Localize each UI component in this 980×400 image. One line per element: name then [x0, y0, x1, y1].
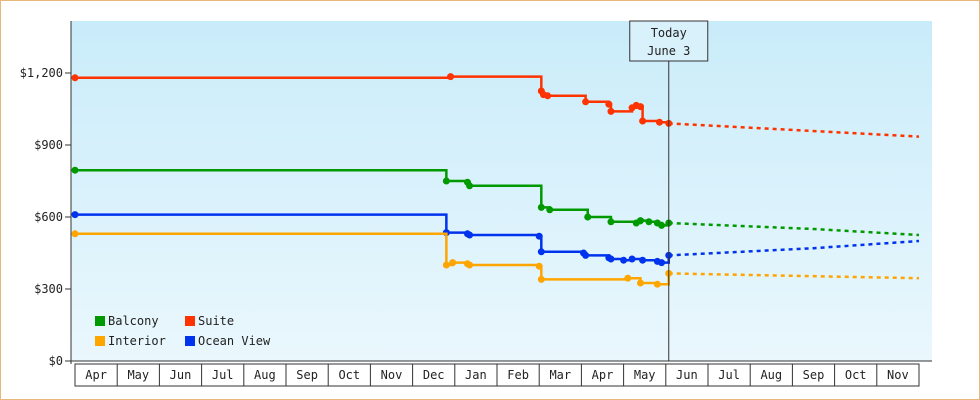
x-month-label: Dec	[423, 368, 445, 382]
series-lines	[71, 73, 920, 288]
x-month-label: Oct	[338, 368, 360, 382]
y-tick-label: $300	[34, 282, 63, 296]
y-tick-label: $900	[34, 138, 63, 152]
data-point[interactable]	[582, 251, 590, 259]
data-point[interactable]	[71, 74, 79, 82]
data-point[interactable]	[636, 103, 644, 111]
data-point[interactable]	[449, 259, 457, 267]
x-month-label: Apr	[592, 368, 614, 382]
data-point[interactable]	[653, 280, 661, 288]
x-month-label: May	[127, 368, 149, 382]
data-point[interactable]	[582, 98, 590, 106]
data-point[interactable]	[636, 217, 644, 225]
data-point[interactable]	[605, 100, 613, 108]
data-point[interactable]	[607, 107, 615, 115]
legend-swatch	[185, 316, 195, 326]
data-point[interactable]	[607, 255, 615, 263]
data-point[interactable]	[624, 274, 632, 282]
x-month-label: Nov	[381, 368, 403, 382]
x-month-label: Aug	[254, 368, 276, 382]
y-axis: $0 $300 $600 $900 $1,200	[20, 21, 72, 368]
x-month-label: Jun	[676, 368, 698, 382]
forecast-line-interior	[668, 272, 920, 280]
data-point[interactable]	[535, 262, 543, 270]
data-point[interactable]	[584, 213, 592, 221]
forecast-line-suite	[668, 122, 920, 138]
today-label-line1: Today	[651, 26, 687, 40]
today-box	[629, 20, 709, 62]
x-month-label: Sep	[296, 368, 318, 382]
x-month-label: Aug	[760, 368, 782, 382]
today-marker: Today June 3	[629, 20, 709, 361]
plot-background	[71, 21, 932, 361]
legend-swatch	[95, 336, 105, 346]
x-month-label: Jun	[170, 368, 192, 382]
data-point[interactable]	[537, 248, 545, 256]
y-tick-label: $0	[49, 354, 63, 368]
x-month-label: Oct	[845, 368, 867, 382]
x-month-label: Feb	[507, 368, 529, 382]
x-month-label: Apr	[85, 368, 107, 382]
data-point[interactable]	[655, 118, 663, 126]
data-point[interactable]	[71, 230, 79, 238]
forecast-line-balcony	[668, 221, 920, 237]
data-point[interactable]	[639, 256, 647, 264]
data-point[interactable]	[535, 232, 543, 240]
data-point[interactable]	[658, 259, 666, 267]
legend-swatch	[95, 316, 105, 326]
data-point[interactable]	[71, 211, 79, 219]
legend-label: Balcony	[108, 314, 159, 328]
data-point[interactable]	[466, 261, 474, 269]
y-tick-label: $1,200	[20, 66, 63, 80]
legend-swatch	[185, 336, 195, 346]
data-point[interactable]	[537, 203, 545, 211]
data-point[interactable]	[607, 218, 615, 226]
data-point[interactable]	[466, 231, 474, 239]
legend-label: Ocean View	[198, 334, 271, 348]
x-month-label: Jul	[718, 368, 740, 382]
x-month-label: May	[634, 368, 656, 382]
data-point[interactable]	[71, 166, 79, 174]
x-month-label: Nov	[887, 368, 909, 382]
forecast-line-ocean-view	[668, 239, 920, 257]
data-point[interactable]	[658, 221, 666, 229]
legend-label: Interior	[108, 334, 166, 348]
data-point[interactable]	[447, 73, 455, 81]
data-point[interactable]	[645, 218, 653, 226]
data-point[interactable]	[628, 255, 636, 263]
x-month-label: Jan	[465, 368, 487, 382]
x-axis: Apr May Jun Jul Aug Sep Oct Nov Dec Jan Feb Mar Apr M…	[71, 360, 932, 387]
data-point[interactable]	[544, 92, 552, 100]
data-point[interactable]	[639, 117, 647, 125]
today-label-line2: June 3	[647, 44, 690, 58]
data-point[interactable]	[537, 275, 545, 283]
legend-label: Suite	[198, 314, 234, 328]
x-month-label: Jul	[212, 368, 234, 382]
data-point[interactable]	[466, 182, 474, 190]
data-point[interactable]	[442, 177, 450, 185]
data-point[interactable]	[620, 256, 628, 264]
x-month-label: Mar	[549, 368, 571, 382]
y-tick-label: $600	[34, 210, 63, 224]
data-point[interactable]	[636, 279, 644, 287]
x-month-label: Sep	[803, 368, 825, 382]
data-point[interactable]	[546, 206, 554, 214]
data-point[interactable]	[442, 261, 450, 269]
legend: Balcony Suite Interior Ocean View	[95, 314, 271, 348]
